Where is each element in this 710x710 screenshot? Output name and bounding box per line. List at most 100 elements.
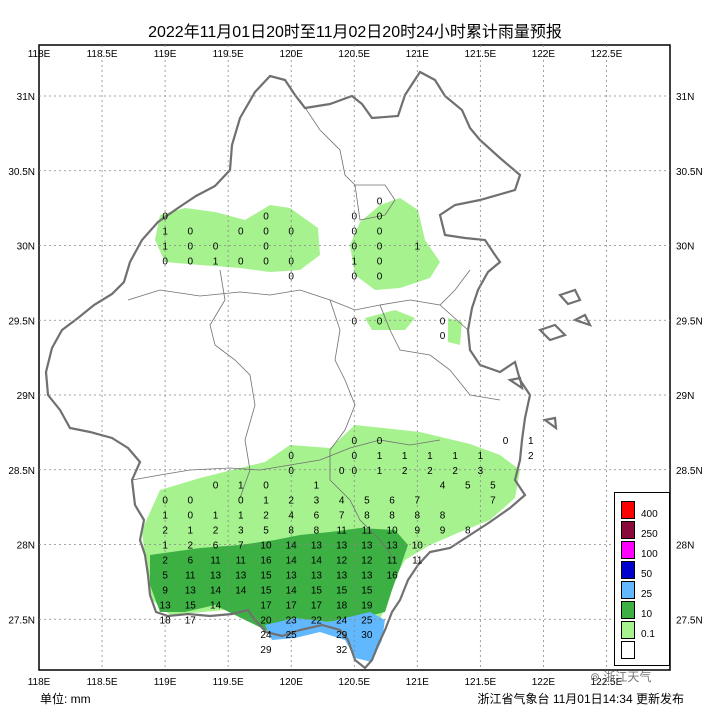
rain-value-label: 7 xyxy=(415,496,421,507)
rain-value-label: 8 xyxy=(364,511,370,522)
legend-swatch xyxy=(621,541,635,559)
rain-value-label: 1 xyxy=(377,451,383,462)
legend-item: 0.1 xyxy=(621,621,669,640)
rain-value-label: 8 xyxy=(465,526,471,537)
rain-value-label: 16 xyxy=(387,570,399,581)
rain-value-label: 0 xyxy=(440,331,446,342)
rain-value-label: 1 xyxy=(314,481,320,492)
rain-value-label: 13 xyxy=(361,541,373,552)
province-boundary xyxy=(44,70,593,670)
rain-value-label: 0 xyxy=(377,212,383,223)
lat-label-right: 29.5N xyxy=(676,316,703,327)
legend-swatch xyxy=(621,621,635,639)
rain-value-label: 9 xyxy=(415,526,421,537)
zhoushan-islands xyxy=(507,288,593,431)
lat-label-right: 29N xyxy=(676,391,694,402)
zhejiang-outline xyxy=(44,70,532,670)
legend-label: 50 xyxy=(641,569,653,580)
rain-value-label: 0 xyxy=(188,242,194,253)
rain-value-label: 15 xyxy=(361,585,373,596)
lat-label-left: 28.5N xyxy=(8,466,35,477)
rain-value-label: 0 xyxy=(263,481,269,492)
rain-value-label: 1 xyxy=(452,451,458,462)
rain-value-label: 13 xyxy=(286,570,298,581)
legend-label: 250 xyxy=(641,529,658,540)
rain-value-label: 1 xyxy=(213,256,219,267)
rain-value-label: 11 xyxy=(185,570,196,581)
legend-swatch xyxy=(621,501,635,519)
lon-label-bottom: 122E xyxy=(532,677,556,688)
rain-value-label: 1 xyxy=(528,436,534,447)
rain-value-label: 1 xyxy=(162,541,168,552)
rain-value-label: 1 xyxy=(162,511,168,522)
legend-item: 50 xyxy=(621,561,669,580)
rain-value-label: 5 xyxy=(465,481,471,492)
rain-value-label: 0 xyxy=(377,256,383,267)
rain-value-label: 0 xyxy=(351,436,357,447)
rain-value-label: 12 xyxy=(336,555,348,566)
rain-value-label: 10 xyxy=(387,526,399,537)
rain-value-label: 2 xyxy=(263,511,269,522)
rain-value-label: 5 xyxy=(263,526,269,537)
rain-value-label: 10 xyxy=(260,541,272,552)
lon-label-bottom: 120E xyxy=(280,677,304,688)
rain-value-label: 0 xyxy=(263,242,269,253)
lon-label-top: 120.5E xyxy=(338,49,370,60)
rain-value-label: 6 xyxy=(389,496,395,507)
moderate-rain-area xyxy=(150,528,408,632)
watermark-icon: ⊚ xyxy=(590,670,601,684)
legend-item xyxy=(621,641,669,659)
lat-lon-grid xyxy=(39,45,670,670)
rain-value-label: 0 xyxy=(238,496,244,507)
rain-value-label: 13 xyxy=(361,570,373,581)
axis-labels: 118E 118E 118.5E 118.5E 119E 119E 119.5E 119.5E… xyxy=(8,49,702,688)
rain-value-label: 24 xyxy=(336,615,348,626)
rain-value-label: 25 xyxy=(286,630,298,641)
rain-value-label: 0 xyxy=(263,256,269,267)
rain-value-label: 12 xyxy=(361,555,373,566)
rain-value-label: 2 xyxy=(528,451,534,462)
lat-label-left: 29.5N xyxy=(8,316,35,327)
rain-value-label: 0 xyxy=(238,256,244,267)
rain-value-label: 2 xyxy=(162,555,168,566)
rain-value-label: 0 xyxy=(377,197,383,208)
rain-value-label: 11 xyxy=(362,526,373,537)
rain-value-label: 8 xyxy=(288,526,294,537)
rain-value-label: 0 xyxy=(351,316,357,327)
lat-label-left: 27.5N xyxy=(8,615,35,626)
rain-value-label: 0 xyxy=(213,242,219,253)
rain-value-label: 13 xyxy=(336,570,348,581)
rain-value-label: 15 xyxy=(260,570,272,581)
rain-value-label: 0 xyxy=(188,227,194,238)
rain-value-label: 10 xyxy=(412,541,424,552)
rain-value-label: 1 xyxy=(377,466,383,477)
rain-value-label: 1 xyxy=(478,451,484,462)
rain-value-label: 5 xyxy=(364,496,370,507)
rain-value-label: 0 xyxy=(162,496,168,507)
rain-value-label: 4 xyxy=(339,496,345,507)
rain-value-label: 7 xyxy=(490,496,496,507)
light-rain-area-northwest xyxy=(155,205,320,272)
rain-value-label: 0 xyxy=(288,227,294,238)
rain-value-label: 0 xyxy=(377,436,383,447)
lat-label-left: 30.5N xyxy=(8,167,35,178)
rain-value-label: 2 xyxy=(452,466,458,477)
rain-value-label: 6 xyxy=(188,555,194,566)
rain-value-label: 6 xyxy=(314,511,320,522)
rain-value-label: 20 xyxy=(260,615,272,626)
light-rain-area-coast xyxy=(448,318,462,345)
rain-value-label: 0 xyxy=(162,256,168,267)
legend-label: 25 xyxy=(641,589,653,600)
rain-value-label: 2 xyxy=(402,466,408,477)
rain-value-label: 9 xyxy=(162,585,168,596)
lon-label-bottom: 118E xyxy=(28,677,51,688)
legend-label: 10 xyxy=(641,609,653,620)
lon-label-top: 122.5E xyxy=(591,49,623,60)
heavy-rain-area xyxy=(265,612,385,662)
legend-label: 100 xyxy=(641,549,658,560)
rain-value-label: 29 xyxy=(260,645,272,656)
rain-value-label: 15 xyxy=(336,585,348,596)
rain-value-label: 0 xyxy=(288,451,294,462)
rain-value-label: 0 xyxy=(188,511,194,522)
